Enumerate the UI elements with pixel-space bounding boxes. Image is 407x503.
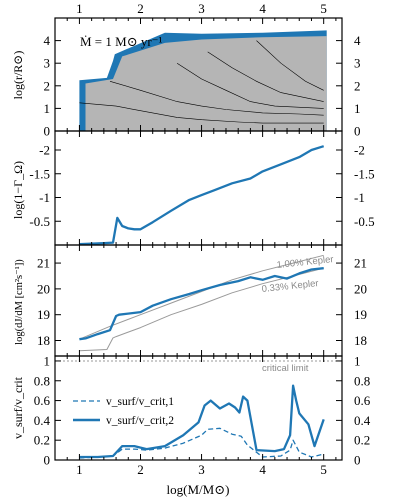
panel-angular-momentum: 1.00% Kepler 0.33% Kepler: [79, 254, 334, 352]
mass-coordinate-line: [256, 40, 324, 91]
series-line: [79, 427, 324, 459]
x-tick-label-bottom: 3: [198, 462, 205, 477]
y-tick-label-right: 0: [354, 453, 361, 468]
mass-coordinate-line: [79, 102, 324, 124]
y-tick-label: 2: [44, 78, 51, 93]
y-tick-label-right: 0: [354, 124, 361, 139]
y-tick-label-right: -1: [354, 190, 365, 205]
x-tick-label-top: 4: [259, 1, 266, 16]
y-tick-label: 0.4: [34, 413, 51, 428]
y-tick-label: -0.5: [29, 214, 50, 229]
y-tick-label: 0.6: [34, 393, 51, 408]
y-tick-label: 3: [44, 56, 51, 71]
x-tick-label-bottom: 1: [76, 462, 83, 477]
y-tick-label: 21: [37, 256, 50, 271]
series-line: [79, 254, 324, 340]
y-tick-label-right: -1.5: [354, 166, 375, 181]
y-tick-label: 18: [37, 333, 50, 348]
mass-coordinate-line: [207, 51, 324, 102]
y-tick-label-right: 20: [354, 281, 367, 296]
layer-radiative-zone: [85, 36, 327, 131]
y-tick-label: -1: [39, 190, 50, 205]
y-tick-label: -2: [39, 143, 50, 158]
y-tick-label-right: 1: [354, 101, 361, 116]
mass-coordinate-line: [176, 62, 324, 109]
series-line: [79, 384, 325, 459]
y-label-gamma: log(1−Γ_Ω): [11, 161, 25, 219]
panel-velocity: critical limit v_surf/v_crit,1 v_surf/v_…: [55, 360, 342, 459]
y-tick-label-right: 0.6: [354, 393, 371, 408]
y-tick-label-right: 2: [354, 78, 361, 93]
x-tick-label-top: 2: [137, 1, 144, 16]
mass-coordinate-line: [109, 81, 324, 116]
x-tick-label-bottom: 2: [137, 462, 144, 477]
y-tick-label-right: 3: [354, 56, 361, 71]
legend-label-1: v_surf/v_crit,1: [106, 396, 174, 408]
y-label-angmom: log(dJ/dM [cm²s⁻¹]): [14, 259, 25, 345]
y-label-top: log(r/R⊙): [11, 51, 25, 100]
tick-labels: 0 0 1 1 2 2 3 3 4 4 -0.5 -0.5 -1 -1 -1.5 -1.5 -2 -2 18 18 19…: [29, 1, 374, 477]
x-tick-label-bottom: 5: [320, 462, 327, 477]
y-tick-label-right: 21: [354, 256, 367, 271]
kepler-100-label: 1.00% Kepler: [276, 254, 334, 271]
y-tick-label-right: 19: [354, 307, 367, 322]
y-tick-label: 0: [44, 124, 51, 139]
y-tick-label-right: 0.8: [354, 373, 370, 388]
y-tick-label: -1.5: [29, 166, 50, 181]
critical-limit-label: critical limit: [262, 363, 309, 374]
y-tick-label-right: 0.4: [354, 413, 371, 428]
x-tick-label-bottom: 4: [259, 462, 266, 477]
tick-marks: [55, 18, 342, 461]
panel-frames: [54, 17, 343, 461]
y-tick-label: 0.8: [34, 373, 50, 388]
x-tick-label-top: 1: [76, 1, 83, 16]
panel-gamma: [79, 145, 325, 245]
y-tick-label: 1: [44, 353, 51, 368]
y-tick-label: 20: [37, 281, 50, 296]
y-tick-label-right: 18: [354, 333, 367, 348]
x-label: log(M/M⊙): [167, 482, 230, 497]
y-tick-label-right: -2: [354, 143, 365, 158]
legend: v_surf/v_crit,1 v_surf/v_crit,2: [73, 396, 174, 427]
series-line: [79, 267, 324, 341]
y-tick-label-right: -0.5: [354, 214, 375, 229]
y-tick-label-right: 1: [354, 353, 361, 368]
mdot-annotation: Ṁ = 1 M⊙ yr⁻¹: [80, 34, 163, 49]
y-tick-label-right: 4: [354, 33, 361, 48]
y-tick-label: 1: [44, 101, 51, 116]
x-tick-label-top: 3: [198, 1, 205, 16]
series-line: [79, 267, 324, 352]
x-tick-label-top: 5: [320, 1, 327, 16]
series-line: [79, 145, 325, 245]
y-tick-label: 19: [37, 307, 50, 322]
y-tick-label: 0.2: [34, 433, 50, 448]
y-label-velocity: v_surf/v_crit: [11, 376, 25, 439]
y-tick-label: 4: [44, 33, 51, 48]
y-tick-label-right: 0.2: [354, 433, 370, 448]
kepler-033-label: 0.33% Kepler: [261, 278, 319, 295]
y-tick-label: 0: [44, 453, 51, 468]
panel-structure: Ṁ = 1 M⊙ yr⁻¹: [79, 30, 327, 131]
legend-label-2: v_surf/v_crit,2: [106, 415, 174, 427]
